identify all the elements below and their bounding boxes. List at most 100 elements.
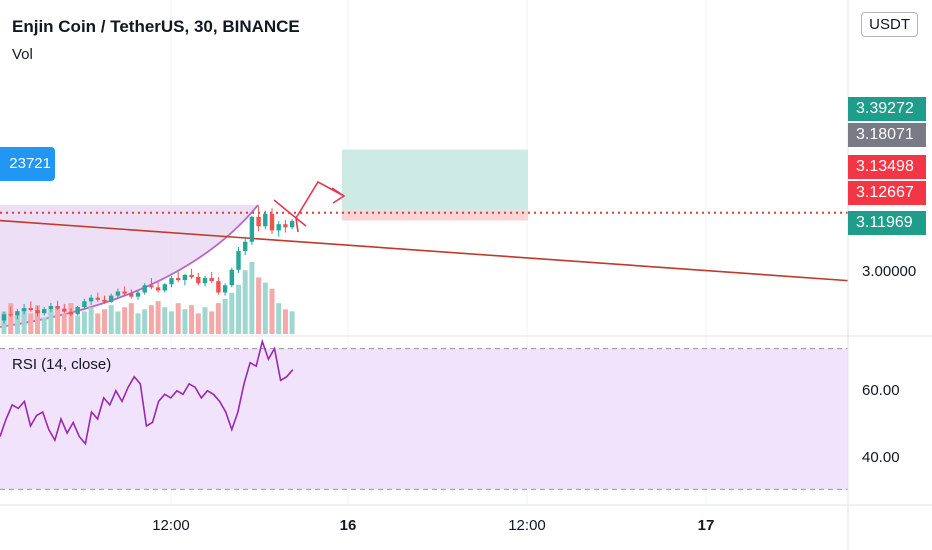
volume-bar bbox=[14, 315, 20, 334]
candle-body bbox=[276, 224, 281, 231]
candle-body bbox=[48, 306, 54, 310]
time-axis-label: 12:00 bbox=[152, 517, 190, 534]
candle-body bbox=[249, 216, 255, 242]
candle-body bbox=[15, 311, 20, 316]
price-axis-label: 3.00000 bbox=[862, 263, 916, 280]
candle-body bbox=[155, 287, 161, 291]
candle-body bbox=[115, 291, 121, 296]
candle-body bbox=[169, 278, 174, 285]
candle-body bbox=[263, 213, 268, 227]
projection-arrowhead bbox=[331, 187, 346, 204]
candle-body bbox=[149, 285, 154, 288]
volume-bar bbox=[61, 313, 67, 334]
volume-bar bbox=[8, 303, 14, 334]
rsi-axis-label: 60.00 bbox=[862, 382, 900, 399]
candle-body bbox=[135, 292, 141, 297]
time-axis-label: 17 bbox=[698, 517, 715, 534]
candle-body bbox=[256, 216, 261, 227]
candle-body bbox=[176, 278, 181, 281]
volume-bar bbox=[122, 307, 128, 334]
time-axis-label: 16 bbox=[340, 517, 357, 534]
rsi-indicator-label[interactable]: RSI (14, close) bbox=[12, 356, 112, 373]
candle-body bbox=[109, 295, 114, 302]
volume-bar bbox=[108, 305, 114, 334]
candle-body bbox=[283, 224, 288, 228]
volume-bar bbox=[175, 303, 181, 334]
curve-zone bbox=[0, 205, 258, 327]
volume-bar bbox=[28, 313, 34, 334]
candle-body bbox=[236, 251, 241, 270]
trendline bbox=[0, 219, 849, 282]
volume-bar bbox=[209, 311, 215, 334]
volume-bar bbox=[236, 284, 241, 334]
volume-bar bbox=[75, 315, 81, 334]
volume-bar bbox=[81, 311, 87, 334]
volume-bar bbox=[162, 307, 168, 334]
volume-bar bbox=[68, 303, 74, 334]
volume-bar bbox=[102, 309, 107, 334]
volume-bar bbox=[135, 313, 141, 334]
volume-bar bbox=[249, 262, 255, 334]
volume-bar bbox=[195, 313, 201, 334]
projection-arrowhead bbox=[294, 216, 307, 233]
target-zone bbox=[342, 149, 528, 211]
rsi-pane[interactable] bbox=[0, 338, 848, 490]
candle-body bbox=[102, 299, 107, 302]
candle-body bbox=[129, 293, 134, 297]
volume-bar bbox=[256, 277, 262, 334]
candle-body bbox=[88, 297, 94, 302]
candle-body bbox=[182, 274, 188, 281]
price-tag: 3.18071 bbox=[848, 123, 926, 147]
candle-body bbox=[8, 314, 13, 316]
candle-body bbox=[229, 269, 234, 286]
candle-body bbox=[35, 310, 40, 314]
stop-zone bbox=[342, 210, 528, 221]
volume-bar bbox=[282, 309, 288, 334]
projection-arrow bbox=[273, 180, 345, 220]
candle-body bbox=[82, 301, 87, 308]
volume-bar bbox=[276, 303, 282, 334]
volume-bar bbox=[155, 301, 161, 334]
price-tag: 3.39272 bbox=[848, 97, 926, 121]
price-tag: 3.11969 bbox=[848, 211, 926, 235]
price-label-tag: 23721 bbox=[0, 147, 55, 181]
time-axis-label: 12:00 bbox=[508, 517, 546, 534]
candle-body bbox=[62, 308, 67, 312]
candle-body bbox=[243, 241, 248, 252]
chart-title: Enjin Coin / TetherUS, 30, BINANCE bbox=[12, 17, 300, 36]
candle-body bbox=[122, 291, 127, 294]
candle-body bbox=[55, 306, 60, 309]
candle-body bbox=[68, 311, 74, 315]
candle-body bbox=[196, 277, 201, 284]
candle-body bbox=[189, 274, 194, 277]
volume-bar bbox=[269, 288, 275, 334]
volume-bar bbox=[262, 282, 268, 334]
candle-body bbox=[28, 308, 33, 311]
price-pane[interactable] bbox=[0, 149, 849, 334]
candle-body bbox=[1, 314, 7, 321]
volume-bar bbox=[128, 303, 134, 334]
candle-body bbox=[202, 278, 208, 284]
candle-body bbox=[95, 297, 100, 300]
rsi-band bbox=[0, 348, 848, 490]
volume-bar bbox=[182, 309, 188, 334]
candle-body bbox=[216, 281, 221, 293]
volume-bar bbox=[41, 317, 47, 334]
candle-body bbox=[269, 213, 275, 231]
candle-body bbox=[42, 309, 47, 314]
currency-selector-button[interactable]: USDT bbox=[861, 12, 918, 37]
volume-indicator-label[interactable]: Vol bbox=[12, 46, 33, 63]
candle-body bbox=[162, 284, 167, 291]
candle-body bbox=[209, 278, 214, 282]
volume-bar bbox=[55, 307, 61, 334]
volume-bar bbox=[115, 311, 121, 334]
volume-bar bbox=[229, 292, 235, 334]
candle-body bbox=[289, 221, 295, 228]
volume-bar bbox=[48, 309, 54, 334]
candle-body bbox=[21, 308, 27, 312]
volume-bar bbox=[35, 305, 40, 334]
volume-bar bbox=[289, 311, 295, 334]
rsi-line bbox=[0, 338, 294, 446]
